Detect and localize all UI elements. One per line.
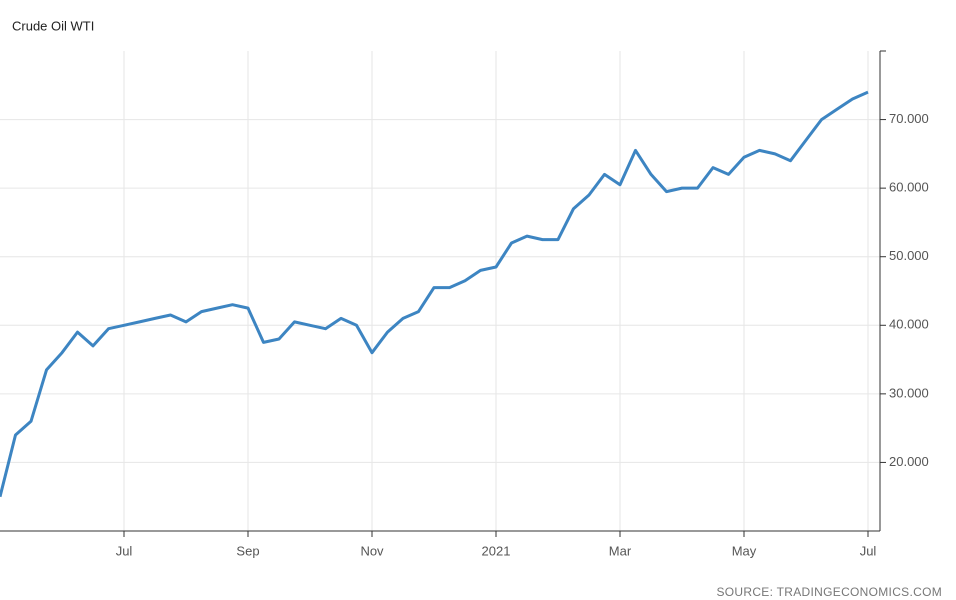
data-line [0, 90, 869, 498]
y-tick-label: 30.000 [889, 385, 929, 400]
y-tick-label: 70.000 [889, 111, 929, 126]
x-tick-label: May [732, 543, 757, 558]
x-tick-label: Sep [236, 543, 259, 558]
x-tick-label: Jul [116, 543, 133, 558]
x-tick-label: Nov [360, 543, 384, 558]
x-tick-label: 2021 [482, 543, 511, 558]
y-tick-label: 20.000 [889, 454, 929, 469]
x-tick-label: Mar [609, 543, 632, 558]
x-tick-label: Jul [860, 543, 877, 558]
y-tick-label: 60.000 [889, 180, 929, 195]
source: SOURCE: TRADINGECONOMICS.COM [716, 585, 942, 599]
y-tick-label: 50.000 [889, 248, 929, 263]
y-tick-label: 40.000 [889, 317, 929, 332]
chart-title: Crude Oil WTI [12, 18, 94, 33]
